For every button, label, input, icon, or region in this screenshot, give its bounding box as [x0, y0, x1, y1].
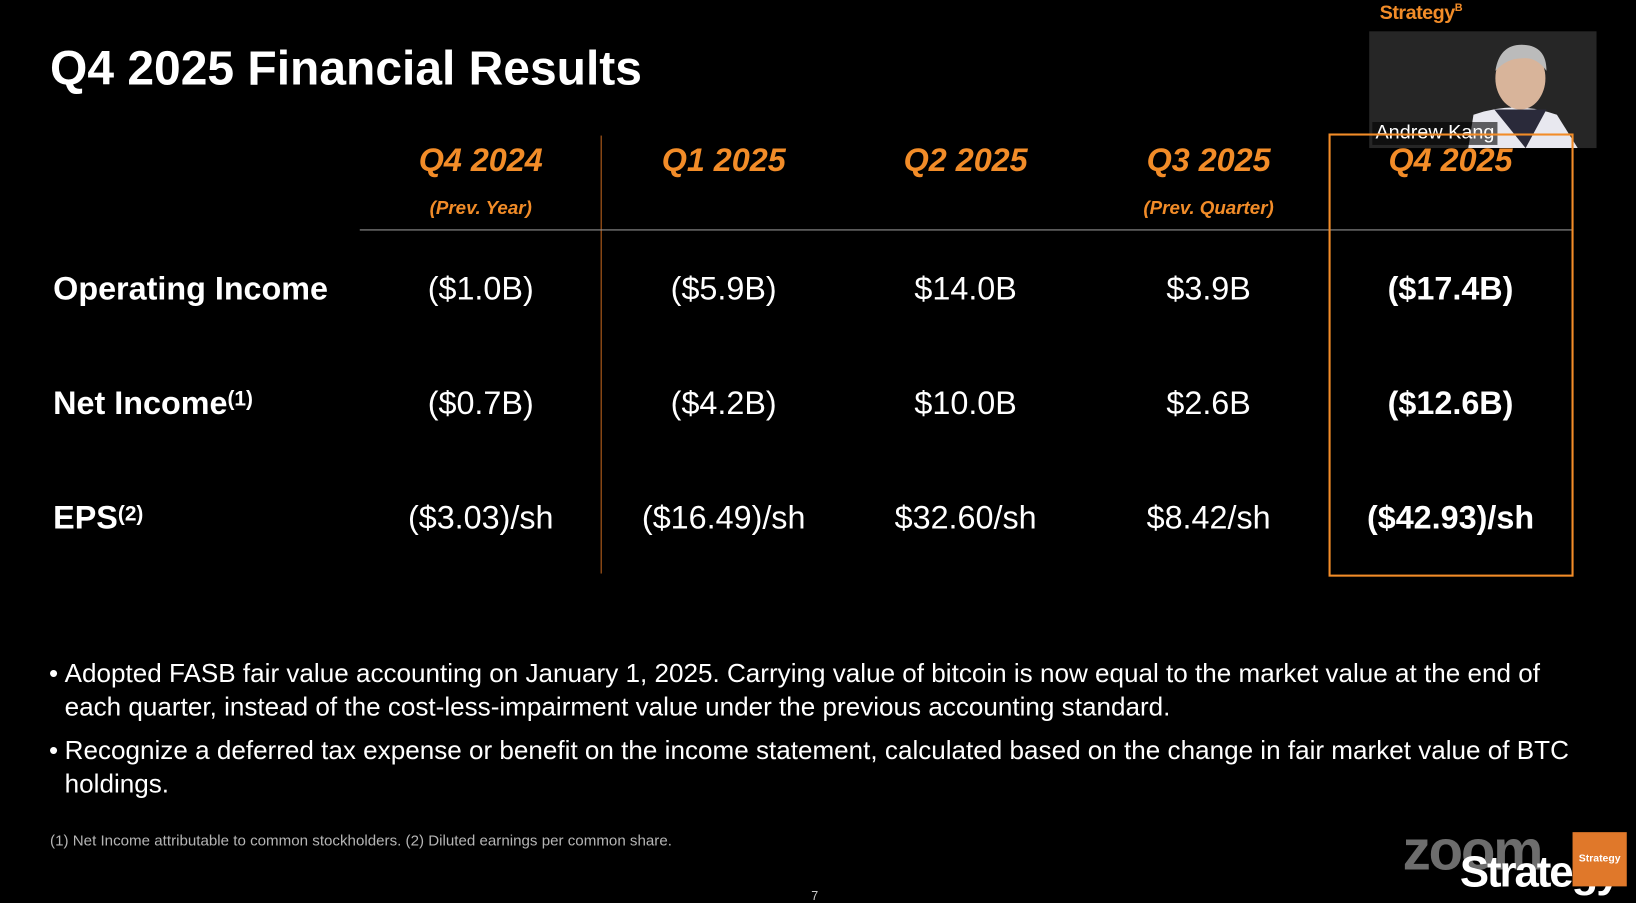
bullet-dot: • — [49, 736, 59, 766]
table-cell: ($4.2B) — [670, 384, 777, 422]
column-header: Q3 2025 — [1146, 141, 1271, 179]
row-label: Net Income(1) — [53, 385, 253, 423]
zoom-watermark: zoom — [1402, 819, 1544, 883]
column-note: (Prev. Year) — [429, 197, 532, 218]
bullet-text: Recognize a deferred tax expense or bene… — [64, 736, 1569, 799]
brand-text: Strategy — [1379, 2, 1456, 24]
footnote-ref: (2) — [117, 502, 144, 526]
table-cell: $10.0B — [914, 384, 1017, 422]
table-cell: $32.60/sh — [894, 499, 1037, 536]
table-cell: ($1.0B) — [427, 270, 534, 307]
table-cell: $14.0B — [914, 270, 1017, 307]
row-label-text: EPS — [53, 499, 118, 536]
bullet-item: • Adopted FASB fair value accounting on J… — [49, 657, 1603, 724]
page-number: 7 — [811, 888, 819, 903]
table-cell: ($17.4B) — [1387, 270, 1514, 307]
table-cell: ($42.93)/sh — [1366, 499, 1535, 536]
bullet-dot: • — [49, 659, 59, 689]
table-cell: $3.9B — [1166, 270, 1251, 307]
table-cell: ($0.7B) — [427, 384, 534, 422]
row-label: EPS(2) — [53, 500, 143, 538]
bullet-item: • Recognize a deferred tax expense or ben… — [49, 734, 1603, 801]
table-cell: ($16.49)/sh — [641, 499, 806, 536]
column-note: (Prev. Quarter) — [1143, 197, 1274, 218]
column-header: Q4 2025 — [1388, 141, 1513, 179]
column-header: Q4 2024 — [418, 141, 543, 179]
table-cell: ($5.9B) — [670, 270, 777, 307]
header-rule — [359, 229, 1572, 231]
table-cell: ($3.03)/sh — [407, 499, 554, 536]
table-cell: $8.42/sh — [1146, 499, 1271, 536]
row-label: Operating Income — [53, 270, 328, 308]
column-header: Q2 2025 — [903, 141, 1028, 179]
slide-title: Q4 2025 Financial Results — [50, 40, 642, 95]
bullet-text: Adopted FASB fair value accounting on Ja… — [64, 659, 1540, 722]
table-cell: ($12.6B) — [1387, 384, 1514, 422]
row-label-text: Net Income — [53, 384, 228, 422]
brand-watermark-logo: Strategy — [1572, 832, 1627, 887]
footnote-ref: (1) — [227, 387, 253, 411]
speaker-video — [1369, 31, 1597, 149]
column-divider — [600, 135, 602, 574]
footnote: (1) Net Income attributable to common st… — [50, 833, 672, 850]
table-cell: $2.6B — [1166, 384, 1251, 422]
highlight-box — [1328, 133, 1574, 577]
column-header: Q1 2025 — [661, 141, 786, 179]
row-label-text: Operating Income — [53, 270, 329, 307]
speaker-name: Andrew Kang — [1372, 122, 1498, 145]
brand-sup: B — [1454, 2, 1463, 15]
brand-logo: StrategyB — [1379, 2, 1463, 25]
